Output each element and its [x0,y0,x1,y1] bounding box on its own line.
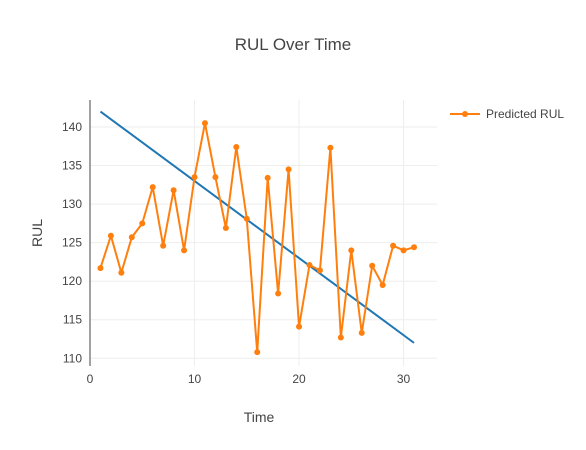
data-point[interactable] [379,282,386,289]
data-point[interactable] [369,262,376,269]
data-point[interactable] [233,144,240,151]
data-point[interactable] [316,267,323,274]
data-point[interactable] [411,244,418,251]
legend-label: Predicted RUL [486,107,564,121]
data-point[interactable] [337,334,344,341]
data-point[interactable] [97,265,104,272]
y-tick-label: 135 [62,159,82,173]
data-point[interactable] [285,166,292,173]
data-point[interactable] [201,120,208,127]
data-point[interactable] [191,174,198,181]
y-tick-label: 125 [62,236,82,250]
data-point[interactable] [243,215,250,222]
data-point[interactable] [264,174,271,181]
x-tick-label: 30 [397,372,411,386]
x-tick-label: 20 [292,372,306,386]
chart-title: RUL Over Time [235,35,352,54]
data-point[interactable] [306,261,313,268]
legend-marker-swatch [462,111,468,117]
y-tick-label: 140 [62,120,82,134]
data-point[interactable] [348,247,355,254]
x-axis-title: Time [244,409,275,425]
data-point[interactable] [139,220,146,227]
y-axis-title: RUL [29,219,45,247]
axes: 110 115 120 125 130 135 140 0 10 20 30 [62,100,411,386]
data-point[interactable] [254,349,261,356]
y-tick-label: 110 [63,351,82,365]
data-point[interactable] [170,187,177,194]
trend-line [99,110,415,344]
data-point[interactable] [107,232,114,239]
x-tick-label: 10 [188,372,202,386]
data-point[interactable] [327,144,334,151]
data-point[interactable] [160,242,167,249]
data-point[interactable] [222,224,229,231]
data-point[interactable] [358,329,365,336]
legend[interactable]: Predicted RUL [450,107,564,121]
data-point[interactable] [149,184,156,191]
y-tick-label: 130 [62,197,82,211]
data-point[interactable] [128,234,135,241]
y-tick-label: 120 [62,274,82,288]
data-point[interactable] [118,269,125,276]
data-point[interactable] [400,247,407,254]
grid-lines [90,100,437,366]
data-point[interactable] [390,242,397,249]
data-point[interactable] [275,290,282,297]
series-line-predicted-rul [99,122,415,354]
data-point[interactable] [181,247,188,254]
data-point[interactable] [296,323,303,330]
data-point[interactable] [212,174,219,181]
plot-area [97,110,418,356]
y-tick-label: 115 [63,313,82,327]
x-tick-label: 0 [87,372,94,386]
